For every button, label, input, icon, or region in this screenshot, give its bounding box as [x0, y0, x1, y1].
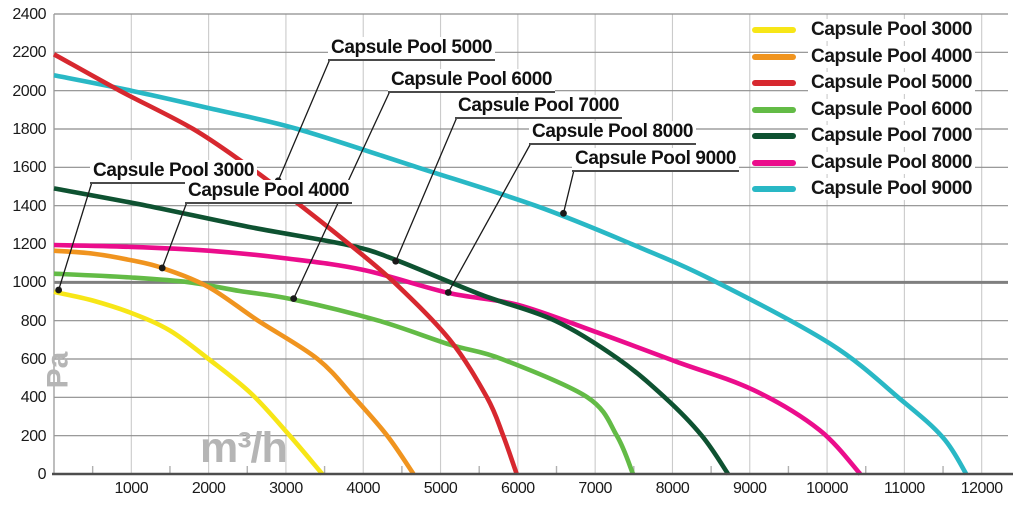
x-tick-label: 3000 [269, 480, 303, 497]
legend-label: Capsule Pool 7000 [808, 125, 976, 148]
y-tick-label: 0 [37, 466, 47, 483]
legend-item: Capsule Pool 7000 [752, 123, 976, 150]
legend: Capsule Pool 3000 Capsule Pool 4000 Capsul… [752, 17, 976, 203]
callout-label: Capsule Pool 6000 [388, 69, 556, 93]
callout-label: Capsule Pool 7000 [455, 95, 623, 119]
y-tick-label: 1400 [12, 197, 46, 215]
callout-label: Capsule Pool 9000 [572, 148, 740, 172]
legend-label: Capsule Pool 9000 [808, 178, 976, 201]
callout-leader-line [161, 201, 188, 269]
legend-item: Capsule Pool 3000 [752, 17, 976, 44]
x-tick-label: 12000 [960, 480, 1004, 497]
legend-item: Capsule Pool 5000 [752, 70, 976, 97]
legend-swatch [752, 106, 796, 113]
callout-dot [560, 209, 567, 217]
callout-leader-line [562, 169, 575, 214]
curve-capsule-pool-4000 [53, 248, 416, 476]
x-tick-label: 5000 [423, 480, 458, 497]
x-tick-label: 9000 [732, 480, 767, 497]
x-tick-label: 4000 [346, 480, 381, 497]
legend-swatch [752, 80, 796, 87]
callout-label: Capsule Pool 4000 [185, 180, 353, 204]
callout-leader-line [395, 116, 458, 262]
x-tick-label: 6000 [501, 480, 535, 497]
x-tick-label: 11000 [883, 480, 925, 497]
callout-dot [392, 257, 400, 265]
y-tick-label: 200 [20, 427, 47, 445]
legend-label: Capsule Pool 4000 [808, 45, 976, 68]
y-tick-label: 1800 [12, 121, 46, 138]
callout-dot [444, 289, 452, 296]
curve-capsule-pool-5000 [52, 52, 519, 475]
legend-swatch [752, 27, 796, 34]
y-tick-label: 2400 [12, 6, 46, 23]
callout-dot [158, 264, 166, 272]
callout-leader-line [58, 181, 93, 291]
curve-capsule-pool-7000 [53, 186, 731, 476]
y-tick-label: 2000 [12, 82, 46, 100]
callout-label: Capsule Pool 3000 [90, 160, 258, 184]
callout-dot [290, 295, 298, 303]
legend-item: Capsule Pool 9000 [752, 176, 976, 203]
x-tick-label: 7000 [578, 480, 612, 497]
legend-label: Capsule Pool 3000 [808, 19, 976, 42]
x-tick-label: 2000 [191, 480, 226, 497]
legend-swatch [752, 186, 796, 193]
x-tick-label: 10000 [806, 480, 849, 497]
y-tick-label: 1200 [12, 236, 46, 253]
callout-label: Capsule Pool 8000 [529, 121, 697, 145]
legend-label: Capsule Pool 8000 [808, 151, 976, 174]
y-tick-label: 800 [20, 312, 47, 330]
y-tick-label: 1000 [12, 274, 46, 292]
curve-capsule-pool-3000 [53, 289, 325, 476]
callout-dot [55, 286, 63, 294]
x-axis-unit-label: m³/h [200, 424, 288, 472]
y-tick-label: 1600 [12, 159, 46, 177]
y-tick-label: 2200 [12, 44, 46, 62]
legend-item: Capsule Pool 6000 [752, 97, 976, 124]
x-tick-label: 8000 [655, 480, 690, 497]
legend-item: Capsule Pool 8000 [752, 150, 976, 177]
curve-capsule-pool-6000 [53, 271, 636, 475]
legend-item: Capsule Pool 4000 [752, 44, 976, 71]
legend-swatch [752, 53, 796, 60]
y-tick-label: 400 [20, 389, 47, 407]
callout-leader-line [277, 58, 331, 182]
legend-swatch [752, 133, 796, 140]
y-axis-unit-label: Pa [41, 351, 75, 389]
callout-label: Capsule Pool 5000 [328, 37, 496, 61]
legend-label: Capsule Pool 6000 [808, 98, 976, 121]
legend-label: Capsule Pool 5000 [808, 72, 976, 95]
callout-leader-line [447, 142, 532, 293]
x-tick-label: 1000 [114, 480, 149, 497]
y-tick-label: 600 [20, 351, 47, 368]
legend-swatch [752, 159, 796, 166]
